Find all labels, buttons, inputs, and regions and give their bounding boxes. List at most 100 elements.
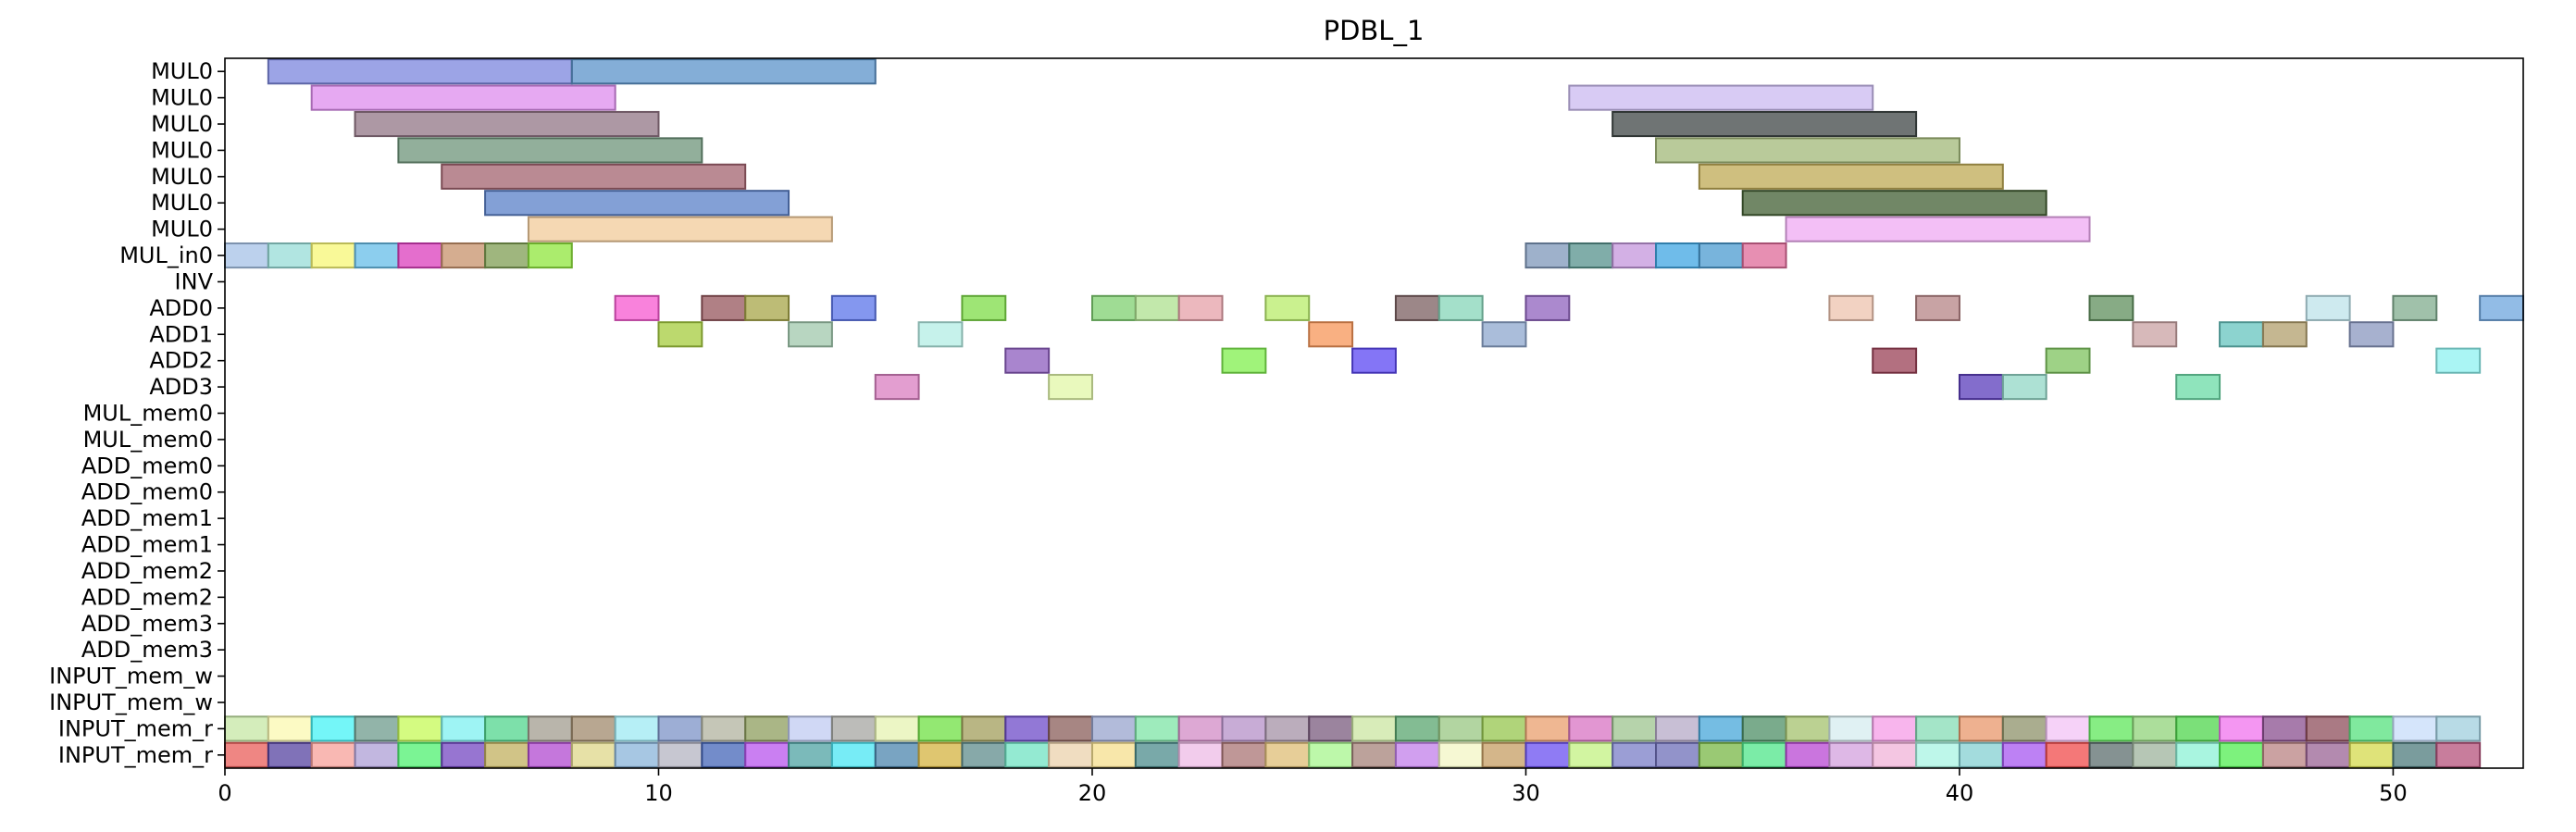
task-bar-157 <box>1915 741 1960 768</box>
task-bar-9 <box>1698 163 2004 190</box>
task-bar-56 <box>1221 347 1267 374</box>
y-tick-label: ADD3 <box>149 374 213 400</box>
task-bar-70 <box>397 715 443 742</box>
task-bar-145 <box>1394 741 1440 768</box>
y-tick-label: MUL0 <box>151 217 213 242</box>
task-bar-49 <box>1308 321 1354 348</box>
task-bar-74 <box>570 715 616 742</box>
task-bar-134 <box>917 741 964 768</box>
task-bar-23 <box>1568 242 1614 269</box>
task-bar-67 <box>267 715 313 742</box>
task-bar-69 <box>354 715 400 742</box>
task-bar-25 <box>1655 242 1700 269</box>
y-tick-label: ADD_mem3 <box>81 611 213 637</box>
task-bar-41 <box>1915 294 1960 321</box>
task-bar-146 <box>1437 741 1484 768</box>
task-bar-138 <box>1090 741 1137 768</box>
task-bar-104 <box>1872 715 1918 742</box>
task-bar-162 <box>2132 741 2178 768</box>
x-tick-label: 20 <box>1078 780 1107 806</box>
task-bar-152 <box>1698 741 1744 768</box>
task-bar-127 <box>614 741 660 768</box>
task-bar-44 <box>2392 294 2438 321</box>
task-bar-91 <box>1308 715 1354 742</box>
task-bar-116 <box>2392 715 2438 742</box>
task-bar-7 <box>1655 137 1960 164</box>
task-bar-137 <box>1048 741 1093 768</box>
task-bar-37 <box>1394 294 1440 321</box>
task-bars <box>224 58 2524 768</box>
task-bar-109 <box>2088 715 2134 742</box>
task-bar-36 <box>1264 294 1311 321</box>
y-tick-label: MUL_mem0 <box>83 427 213 453</box>
y-tick-label: INPUT_mem_r <box>58 715 213 741</box>
task-bar-63 <box>1958 374 2004 401</box>
x-tick-label: 10 <box>644 780 673 806</box>
task-bar-140 <box>1177 741 1224 768</box>
y-tick-label: ADD_mem2 <box>81 558 213 584</box>
task-bar-31 <box>830 294 877 321</box>
task-bar-35 <box>1177 294 1224 321</box>
task-bar-16 <box>310 242 356 269</box>
y-tick-label: ADD_mem1 <box>81 532 213 558</box>
task-bar-135 <box>961 741 1007 768</box>
task-bar-71 <box>441 715 487 742</box>
task-bar-57 <box>1351 347 1397 374</box>
task-bar-76 <box>657 715 703 742</box>
task-bar-99 <box>1655 715 1700 742</box>
task-bar-119 <box>267 741 313 768</box>
task-bar-30 <box>744 294 790 321</box>
task-bar-51 <box>2132 321 2178 348</box>
task-bar-111 <box>2175 715 2221 742</box>
task-bar-154 <box>1785 741 1831 768</box>
y-tick-label: MUL0 <box>151 111 213 137</box>
task-bar-34 <box>1134 294 1180 321</box>
task-bar-68 <box>310 715 356 742</box>
task-bar-94 <box>1437 715 1484 742</box>
task-bar-66 <box>224 715 269 742</box>
x-tick-label: 0 <box>218 780 231 806</box>
task-bar-3 <box>1568 84 1874 111</box>
task-bar-129 <box>701 741 747 768</box>
y-tick-label: INPUT_mem_w <box>49 689 213 715</box>
task-bar-4 <box>354 110 660 138</box>
task-bar-48 <box>917 321 964 348</box>
task-bar-150 <box>1612 741 1658 768</box>
y-tick-label: MUL0 <box>151 190 213 216</box>
task-bar-161 <box>2088 741 2134 768</box>
task-bar-105 <box>1915 715 1960 742</box>
task-bar-100 <box>1698 715 1744 742</box>
task-bar-72 <box>484 715 529 742</box>
task-bar-156 <box>1872 741 1918 768</box>
task-bar-148 <box>1524 741 1571 768</box>
task-bar-11 <box>1741 190 2047 217</box>
task-bar-122 <box>397 741 443 768</box>
task-bar-149 <box>1568 741 1614 768</box>
y-tick-label: MUL_in0 <box>119 242 213 268</box>
x-tick-label: 30 <box>1512 780 1540 806</box>
task-bar-120 <box>310 741 356 768</box>
task-bar-166 <box>2305 741 2351 768</box>
task-bar-125 <box>527 741 573 768</box>
task-bar-113 <box>2261 715 2308 742</box>
task-bar-87 <box>1134 715 1180 742</box>
task-bar-132 <box>830 741 877 768</box>
task-bar-123 <box>441 741 487 768</box>
task-bar-153 <box>1741 741 1787 768</box>
task-bar-6 <box>397 137 703 164</box>
task-bar-21 <box>527 242 573 269</box>
task-bar-73 <box>527 715 573 742</box>
task-bar-81 <box>874 715 920 742</box>
task-bar-114 <box>2305 715 2351 742</box>
task-bar-8 <box>441 163 747 190</box>
task-bar-19 <box>441 242 487 269</box>
x-tick-label: 40 <box>1946 780 1974 806</box>
task-bar-2 <box>310 84 616 111</box>
task-bar-128 <box>657 741 703 768</box>
y-tick-label: ADD2 <box>149 348 213 374</box>
task-bar-89 <box>1221 715 1267 742</box>
task-bar-159 <box>2001 741 2047 768</box>
y-tick-label: ADD_mem2 <box>81 584 213 610</box>
y-tick-label: MUL_mem0 <box>83 401 213 427</box>
task-bar-52 <box>2219 321 2264 348</box>
